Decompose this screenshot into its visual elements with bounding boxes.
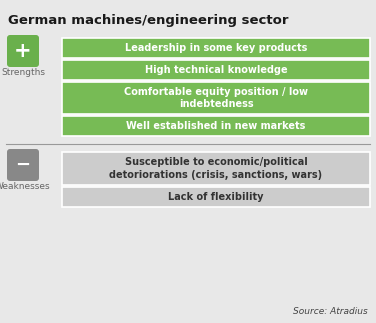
Text: Leadership in some key products: Leadership in some key products xyxy=(125,43,307,53)
Text: Source: Atradius: Source: Atradius xyxy=(293,307,368,316)
FancyBboxPatch shape xyxy=(7,149,39,181)
FancyBboxPatch shape xyxy=(7,35,39,67)
Text: Weaknesses: Weaknesses xyxy=(0,182,51,191)
FancyBboxPatch shape xyxy=(62,116,370,136)
Text: Strengths: Strengths xyxy=(1,68,45,77)
FancyBboxPatch shape xyxy=(62,187,370,207)
Text: +: + xyxy=(14,41,32,61)
FancyBboxPatch shape xyxy=(62,152,370,185)
Text: Comfortable equity position / low
indebtedness: Comfortable equity position / low indebt… xyxy=(124,87,308,109)
Text: Well established in new markets: Well established in new markets xyxy=(126,121,306,131)
Text: German machines/engineering sector: German machines/engineering sector xyxy=(8,14,288,27)
Text: High technical knowledge: High technical knowledge xyxy=(145,65,287,75)
FancyBboxPatch shape xyxy=(62,82,370,114)
Text: Lack of flexibility: Lack of flexibility xyxy=(168,192,264,202)
Text: Susceptible to economic/political
detoriorations (crisis, sanctions, wars): Susceptible to economic/political detori… xyxy=(109,157,323,180)
FancyBboxPatch shape xyxy=(62,60,370,80)
FancyBboxPatch shape xyxy=(62,38,370,58)
Text: −: − xyxy=(15,156,30,174)
